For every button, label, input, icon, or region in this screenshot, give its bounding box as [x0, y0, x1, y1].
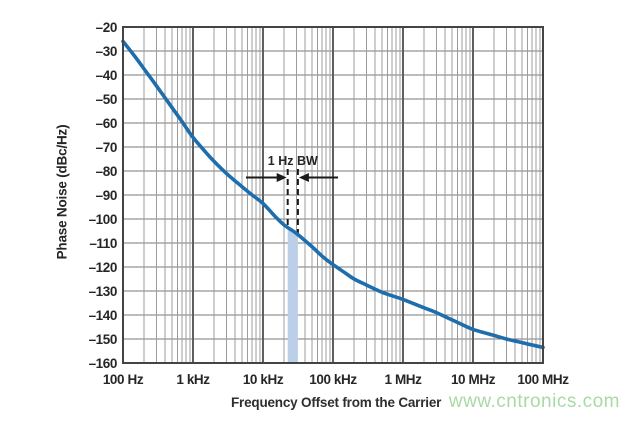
x-tick-label: 1 MHz	[384, 372, 422, 387]
x-tick-label: 100 kHz	[309, 372, 357, 387]
x-tick-label: 100 Hz	[103, 372, 144, 387]
x-tick-label: 10 MHz	[451, 372, 496, 387]
y-tick-label: –160	[89, 356, 117, 371]
y-tick-label: –150	[89, 332, 117, 347]
y-tick-label: –100	[89, 212, 117, 227]
bandwidth-band	[287, 227, 298, 363]
y-tick-label: –110	[89, 236, 117, 251]
phase-noise-curve	[121, 39, 545, 350]
one-hz-band-fill	[287, 227, 298, 363]
y-tick-label: –120	[89, 260, 117, 275]
bandwidth-arrows	[246, 173, 338, 182]
plot-frame	[122, 26, 544, 364]
x-tick-label: 10 kHz	[243, 372, 284, 387]
y-tick-label: –40	[96, 68, 117, 83]
bw-annotation-label: 1 Hz BW	[268, 154, 318, 168]
right-arrowhead-icon	[298, 173, 309, 182]
y-tick-label: –20	[96, 20, 117, 35]
watermark: www.cntronics.com	[448, 391, 620, 412]
x-tick-label: 100 MHz	[517, 372, 569, 387]
y-tick-label: –30	[96, 44, 117, 59]
y-tick-label: –80	[96, 164, 117, 179]
grid-lines	[122, 26, 544, 364]
plot-border	[122, 26, 544, 364]
y-tick-label: –60	[96, 116, 117, 131]
axis-tick-labels: –20 –30 –40 –50 –60 –70 –80 –90 –100 –110 –120 –130…	[89, 20, 570, 387]
bandwidth-dashed-lines	[286, 169, 299, 235]
y-tick-label: –140	[89, 308, 117, 323]
x-axis-title: Frequency Offset from the Carrier	[231, 395, 442, 410]
y-tick-label: –50	[96, 92, 117, 107]
phase-noise-line	[121, 39, 545, 350]
left-arrowhead-icon	[276, 173, 287, 182]
y-tick-label: –90	[96, 188, 117, 203]
y-tick-label: –70	[96, 140, 117, 155]
y-axis-title: Phase Noise (dBc/Hz)	[54, 124, 70, 260]
y-tick-label: –130	[89, 284, 117, 299]
x-tick-label: 1 kHz	[176, 372, 210, 387]
